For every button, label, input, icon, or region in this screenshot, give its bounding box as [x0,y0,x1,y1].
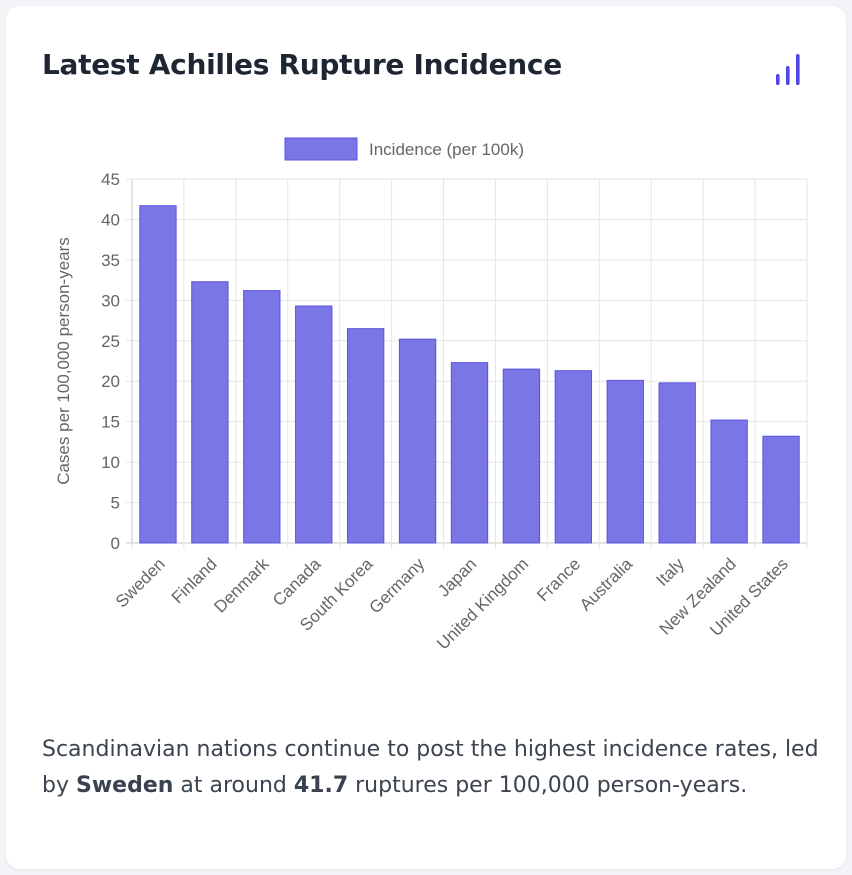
bar-united-kingdom[interactable] [502,368,541,544]
legend-label[interactable]: Incidence (per 100k) [369,140,524,159]
bar-australia[interactable] [606,379,644,544]
bar-sweden[interactable] [139,205,177,544]
bar-united-states[interactable] [762,435,800,544]
description-text-after: ruptures per 100,000 person-years. [348,773,748,798]
x-tick-label: Finland [168,554,221,607]
x-tick-label: Denmark [210,554,273,617]
card-title: Latest Achilles Rupture Incidence [42,48,562,81]
x-tick-label: Italy [653,554,689,590]
y-tick-label: 20 [101,372,120,391]
x-tick-label: Japan [434,554,480,600]
chart-card: Latest Achilles Rupture Incidence 0 5 10 15… [6,6,846,869]
bar-canada[interactable] [295,305,333,544]
bar-france[interactable] [554,370,593,544]
bar-chart-icon[interactable] [774,52,804,86]
bar-denmark[interactable] [243,290,281,544]
legend-swatch[interactable] [284,137,358,161]
y-tick-label: 5 [111,494,120,513]
x-tick-label: Australia [576,554,637,615]
description-value: 41.7 [293,773,349,798]
description-country: Sweden [75,773,174,798]
bar-new-zealand[interactable] [710,419,748,544]
y-tick-label: 25 [101,332,120,351]
x-tick-label: Sweden [112,554,169,611]
description-text-middle: at around [173,773,294,798]
y-tick-label: 40 [101,210,120,229]
y-tick-label: 15 [101,413,120,432]
chart-description: Scandinavian nations continue to post th… [42,732,822,804]
x-tick-label: Germany [366,554,429,617]
bar-japan[interactable] [450,362,489,544]
bar-italy[interactable] [658,382,696,544]
y-tick-label: 10 [101,453,120,472]
y-tick-label: 0 [111,534,120,553]
bar-finland[interactable] [191,281,229,544]
x-tick-label: United Kingdom [433,554,532,653]
description-text-before: Scandinavian nations continue to post th… [42,737,819,798]
y-tick-label: 30 [101,291,120,310]
y-tick-label: 35 [101,251,120,270]
x-tick-label: France [533,554,584,605]
y-tick-label: 45 [101,170,120,189]
y-axis-title: Cases per 100,000 person-years [54,237,73,485]
bar-germany[interactable] [398,338,437,544]
bar-south-korea[interactable] [346,328,385,544]
